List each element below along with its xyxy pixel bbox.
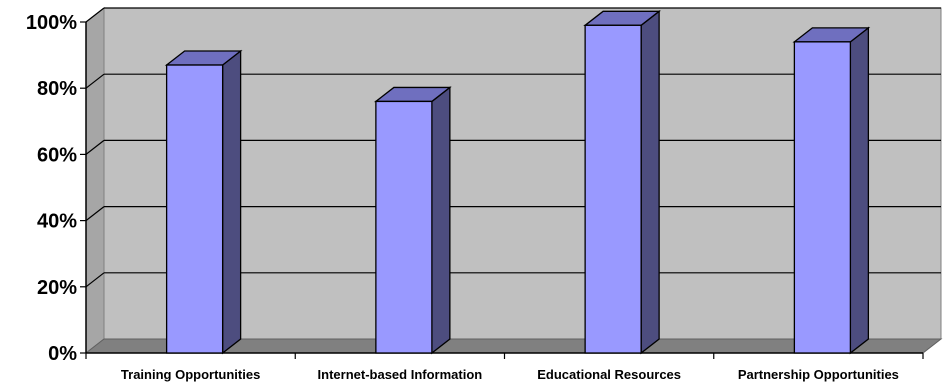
gridline-side <box>85 272 105 288</box>
gridline-side <box>85 73 105 89</box>
x-category-label: Educational Resources <box>537 367 681 382</box>
bar <box>793 41 852 354</box>
y-tick-label: 100% <box>26 12 77 34</box>
x-category-label: Internet-based Information <box>318 367 483 382</box>
gridline-side <box>85 206 105 222</box>
y-tick-label: 20% <box>37 277 77 299</box>
y-tick-label: 60% <box>37 144 77 166</box>
y-tick-label: 0% <box>48 343 77 365</box>
y-tick-label: 80% <box>37 78 77 100</box>
bar-side <box>221 49 242 355</box>
bar-side <box>431 86 451 355</box>
x-category-label: Training Opportunities <box>121 367 260 382</box>
side-wall <box>85 6 105 355</box>
gridline-side <box>85 139 105 155</box>
bar-side <box>849 26 870 355</box>
y-tick-label: 40% <box>37 211 77 233</box>
bar <box>584 24 642 354</box>
bar <box>165 64 224 354</box>
x-category-label: Partnership Opportunities <box>738 367 899 382</box>
bar <box>375 100 433 354</box>
gridline-side <box>85 7 105 23</box>
bar-side <box>640 9 660 355</box>
